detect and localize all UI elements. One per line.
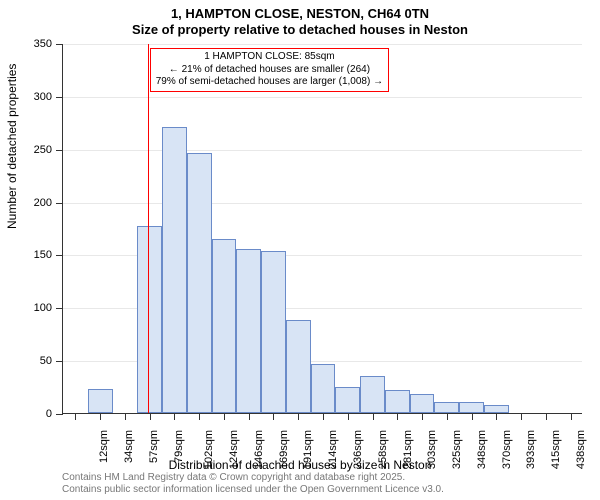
histogram-bar	[212, 239, 237, 413]
y-tick	[56, 44, 63, 45]
y-tick	[56, 255, 63, 256]
y-tick-label: 150	[22, 249, 52, 261]
histogram-bar	[385, 390, 410, 413]
histogram-bar	[162, 127, 187, 413]
grid-line	[63, 203, 582, 204]
histogram-bar	[236, 249, 261, 413]
y-tick	[56, 308, 63, 309]
x-tick	[174, 413, 175, 420]
x-tick	[150, 413, 151, 420]
plot-area: 05010015020025030035012sqm34sqm57sqm79sq…	[62, 44, 582, 414]
histogram-bar	[459, 402, 484, 413]
y-tick-label: 200	[22, 197, 52, 209]
histogram-bar	[311, 364, 336, 413]
x-tick	[273, 413, 274, 420]
x-tick	[125, 413, 126, 420]
annotation-box: 1 HAMPTON CLOSE: 85sqm← 21% of detached …	[150, 48, 389, 92]
x-tick	[75, 413, 76, 420]
histogram-bar	[410, 394, 435, 413]
y-tick-label: 300	[22, 91, 52, 103]
x-axis-title: Distribution of detached houses by size …	[0, 458, 600, 472]
histogram-bar	[484, 405, 509, 413]
x-tick	[397, 413, 398, 420]
chart-title-main: 1, HAMPTON CLOSE, NESTON, CH64 0TN	[0, 6, 600, 21]
x-tick	[348, 413, 349, 420]
histogram-bar	[286, 320, 311, 413]
x-tick	[447, 413, 448, 420]
x-tick	[571, 413, 572, 420]
y-tick-label: 0	[22, 408, 52, 420]
footer-line-2: Contains public sector information licen…	[62, 484, 444, 496]
y-tick	[56, 150, 63, 151]
x-tick	[199, 413, 200, 420]
annotation-line: ← 21% of detached houses are smaller (26…	[156, 64, 383, 77]
y-tick-label: 100	[22, 302, 52, 314]
x-tick	[298, 413, 299, 420]
histogram-bar	[360, 376, 385, 413]
x-tick	[521, 413, 522, 420]
x-tick	[373, 413, 374, 420]
x-tick	[472, 413, 473, 420]
annotation-line: 79% of semi-detached houses are larger (…	[156, 76, 383, 89]
y-axis-title: Number of detached properties	[5, 64, 19, 229]
x-tick	[249, 413, 250, 420]
histogram-bar	[137, 226, 162, 413]
x-tick	[224, 413, 225, 420]
y-tick-label: 250	[22, 144, 52, 156]
y-tick-label: 50	[22, 355, 52, 367]
histogram-bar	[88, 389, 113, 413]
x-tick	[100, 413, 101, 420]
histogram-bar	[335, 387, 360, 413]
x-tick	[496, 413, 497, 420]
y-tick-label: 350	[22, 38, 52, 50]
histogram-bar	[187, 153, 212, 413]
annotation-line: 1 HAMPTON CLOSE: 85sqm	[156, 51, 383, 64]
histogram-chart: 1, HAMPTON CLOSE, NESTON, CH64 0TN Size …	[0, 0, 600, 500]
histogram-bar	[261, 251, 286, 413]
y-tick	[56, 361, 63, 362]
y-tick	[56, 203, 63, 204]
grid-line	[63, 150, 582, 151]
y-tick	[56, 97, 63, 98]
footer-line-1: Contains HM Land Registry data © Crown c…	[62, 472, 444, 484]
y-tick	[56, 414, 63, 415]
x-tick	[546, 413, 547, 420]
x-tick	[323, 413, 324, 420]
x-tick	[422, 413, 423, 420]
grid-line	[63, 44, 582, 45]
property-marker-line	[148, 44, 149, 413]
grid-line	[63, 97, 582, 98]
footer-attribution: Contains HM Land Registry data © Crown c…	[62, 472, 444, 496]
chart-title-sub: Size of property relative to detached ho…	[0, 22, 600, 37]
histogram-bar	[434, 402, 459, 413]
